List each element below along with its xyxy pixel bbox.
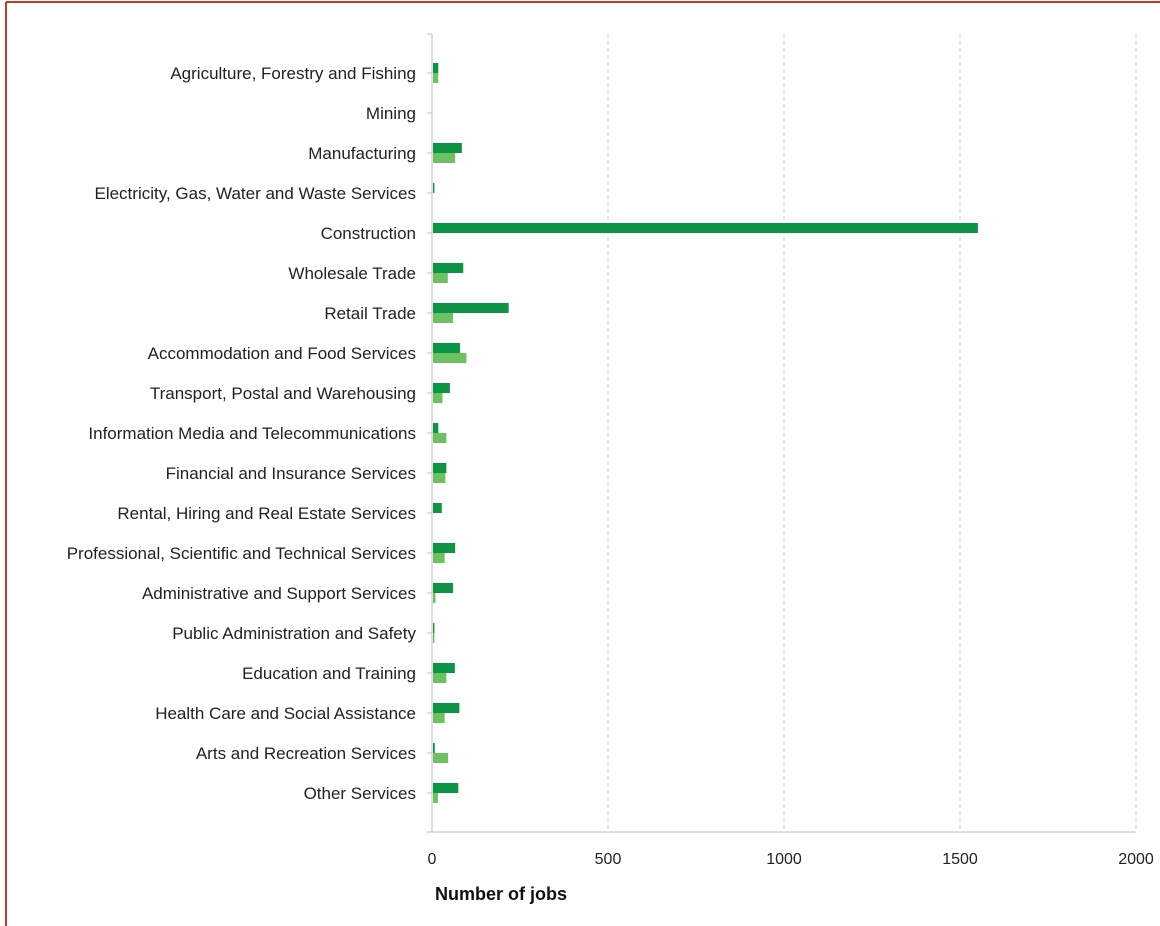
bar (433, 473, 446, 483)
x-tick-label: 1000 (766, 851, 802, 868)
bar (433, 273, 448, 283)
gridlines (607, 34, 1137, 832)
bar (433, 433, 447, 443)
bar (433, 623, 435, 633)
category-label: Manufacturing (308, 144, 416, 163)
x-tick-labels: 0 500 1000 1500 2000 (428, 851, 1154, 868)
category-label: Transport, Postal and Warehousing (150, 384, 416, 403)
axes (427, 33, 1136, 833)
bar (433, 303, 509, 313)
bar (433, 343, 461, 353)
bar (433, 153, 456, 163)
category-label: Professional, Scientific and Technical S… (67, 544, 416, 563)
bar (433, 583, 454, 593)
category-label: Arts and Recreation Services (196, 744, 416, 763)
category-labels: Agriculture, Forestry and Fishing Mining M… (67, 64, 417, 803)
category-label: Other Services (304, 784, 416, 803)
bar (433, 663, 455, 673)
category-label: Agriculture, Forestry and Fishing (170, 64, 416, 83)
bar (433, 743, 435, 753)
bar (433, 673, 447, 683)
bar (433, 383, 450, 393)
bar (433, 423, 439, 433)
bar (433, 503, 442, 513)
category-label: Electricity, Gas, Water and Waste Servic… (94, 184, 416, 203)
category-label: Public Administration and Safety (172, 624, 416, 643)
x-tick-label: 1500 (942, 851, 978, 868)
bar (433, 543, 456, 553)
category-label: Information Media and Telecommunications (88, 424, 416, 443)
bar (433, 783, 459, 793)
bar (433, 263, 464, 273)
x-axis-title: Number of jobs (435, 884, 567, 904)
bars (433, 63, 978, 803)
bar (433, 313, 454, 323)
bar (433, 143, 462, 153)
x-tick-label: 500 (595, 851, 622, 868)
x-tick-label: 0 (428, 851, 437, 868)
bar (433, 593, 436, 603)
category-label: Financial and Insurance Services (166, 464, 416, 483)
bar (433, 793, 438, 803)
category-label: Health Care and Social Assistance (155, 704, 416, 723)
category-label: Wholesale Trade (288, 264, 416, 283)
bar (433, 633, 435, 643)
bar (433, 553, 445, 563)
bar (433, 753, 449, 763)
bar (433, 73, 439, 83)
bar (433, 393, 443, 403)
category-label: Accommodation and Food Services (148, 344, 416, 363)
bar (433, 353, 467, 363)
category-label: Administrative and Support Services (142, 584, 416, 603)
bar (433, 463, 447, 473)
bar (433, 63, 439, 73)
bar (433, 223, 978, 233)
bar (433, 713, 445, 723)
bar (433, 183, 435, 193)
category-label: Mining (366, 104, 416, 123)
category-label: Education and Training (242, 664, 416, 683)
category-label: Rental, Hiring and Real Estate Services (117, 504, 416, 523)
category-label: Construction (321, 224, 416, 243)
category-label: Retail Trade (324, 304, 416, 323)
bar (433, 703, 460, 713)
x-tick-label: 2000 (1118, 851, 1154, 868)
